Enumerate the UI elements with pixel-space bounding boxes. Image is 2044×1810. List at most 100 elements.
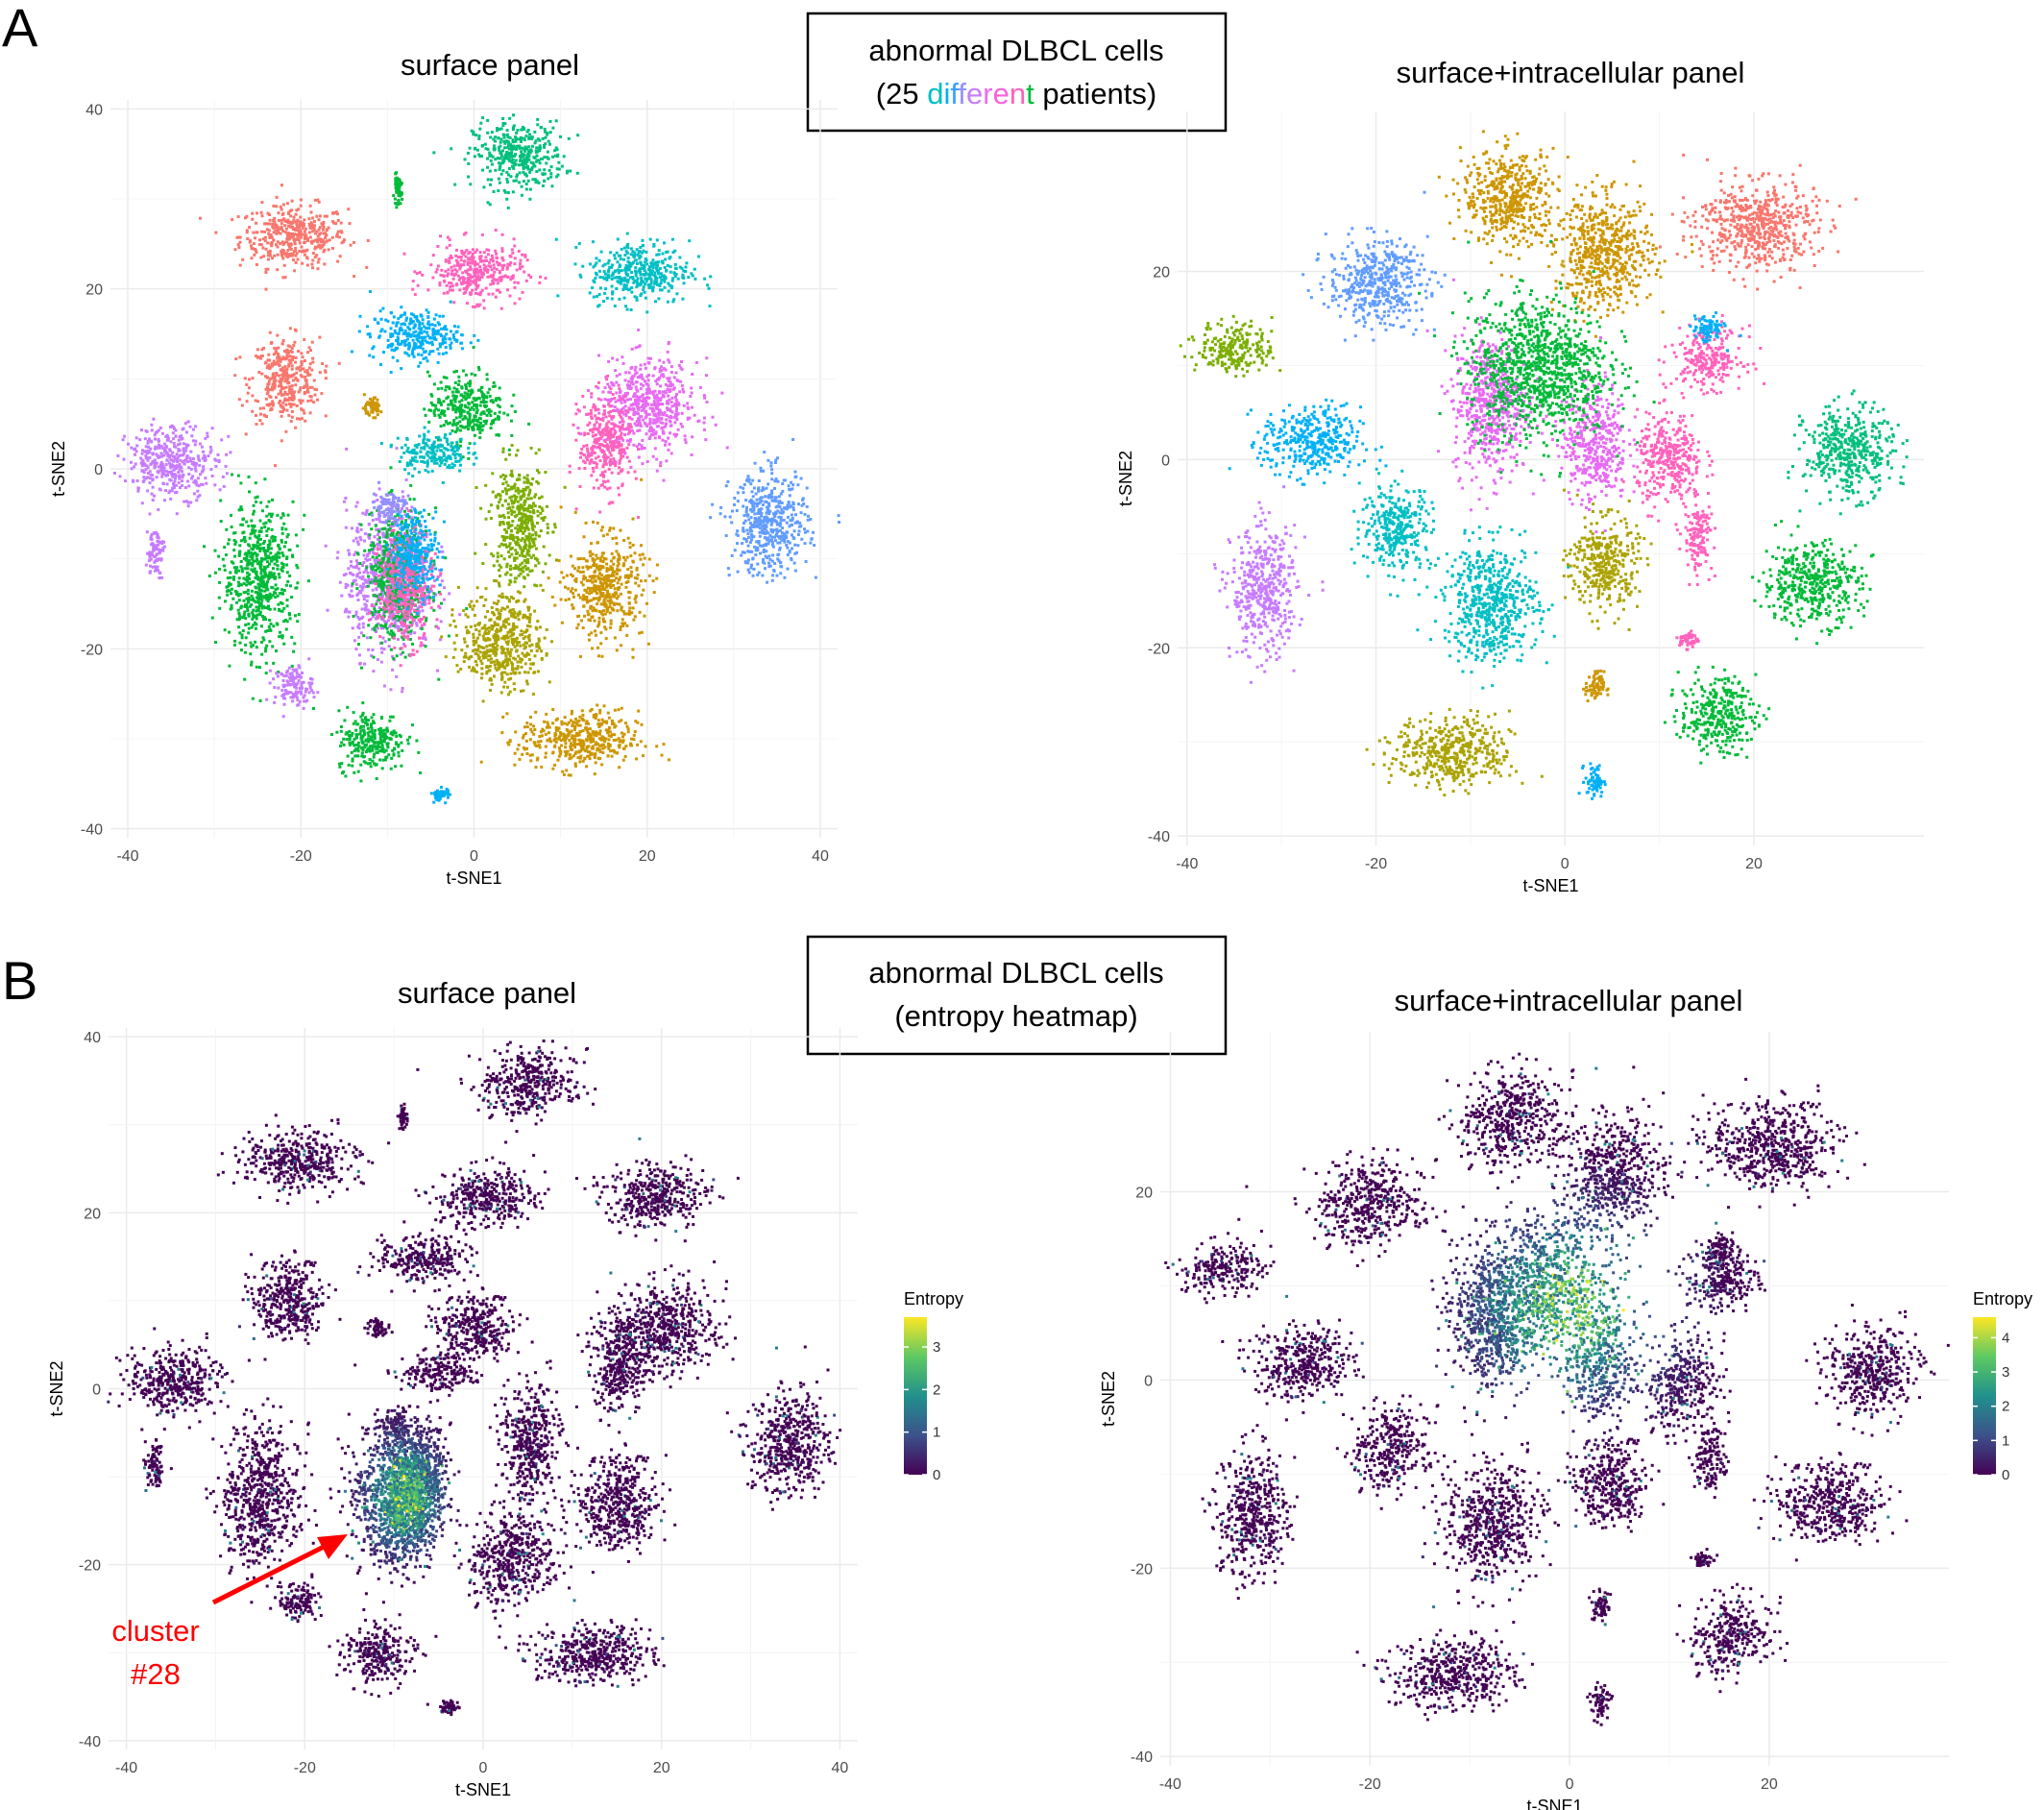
data-point (602, 475, 605, 478)
data-point (315, 230, 319, 233)
data-point (667, 289, 670, 293)
data-point (267, 229, 271, 232)
data-point (649, 281, 653, 285)
data-point (309, 221, 313, 225)
data-point (634, 274, 638, 278)
data-point (266, 565, 270, 569)
data-point (272, 238, 276, 242)
data-point (182, 500, 186, 503)
data-point (461, 281, 465, 285)
data-point (450, 281, 453, 285)
data-point (786, 515, 790, 519)
data-point (637, 455, 641, 459)
data-point (592, 461, 596, 465)
data-point (540, 126, 544, 130)
data-point (645, 387, 649, 391)
data-point (522, 180, 525, 183)
data-point (643, 362, 646, 366)
data-point (197, 457, 201, 461)
data-point (237, 569, 241, 573)
data-point (662, 375, 666, 379)
data-point (603, 485, 607, 489)
data-point (607, 258, 611, 262)
data-point (269, 341, 273, 345)
data-point (526, 129, 530, 132)
data-point (278, 607, 280, 611)
data-point (520, 159, 523, 162)
data-point (251, 377, 255, 380)
data-point (749, 508, 753, 511)
data-point (569, 169, 572, 173)
data-point (294, 614, 297, 618)
data-point (244, 617, 248, 621)
data-point (436, 387, 440, 391)
data-point (158, 446, 161, 450)
data-point (450, 284, 454, 288)
data-point (265, 644, 269, 648)
data-point (637, 328, 641, 331)
data-point (460, 408, 464, 412)
data-point (673, 434, 677, 438)
data-point (286, 234, 290, 238)
data-point (153, 531, 157, 535)
colored-letter: f (950, 77, 959, 110)
data-point (498, 168, 501, 171)
data-point (503, 190, 507, 194)
data-point (680, 266, 684, 270)
data-point (626, 432, 630, 436)
box-a-colored-word: different (927, 77, 1034, 110)
data-point (663, 390, 667, 394)
data-point (297, 350, 301, 354)
data-point (251, 557, 255, 561)
data-point (492, 384, 496, 388)
data-point (233, 570, 237, 574)
data-point (313, 220, 316, 224)
data-point (432, 382, 436, 386)
data-point (151, 459, 155, 463)
data-point (505, 133, 509, 136)
data-point (691, 373, 694, 376)
data-point (165, 458, 169, 462)
data-point (225, 585, 229, 589)
data-point (318, 371, 322, 375)
data-point (268, 358, 272, 362)
data-point (472, 428, 475, 431)
data-point (198, 458, 202, 462)
data-point (630, 404, 634, 407)
data-point (776, 557, 780, 561)
data-point (292, 355, 295, 359)
data-point (691, 435, 694, 439)
data-point (595, 462, 598, 466)
data-point (469, 421, 472, 425)
data-point (445, 376, 449, 379)
data-point (523, 158, 526, 161)
data-point (538, 168, 542, 172)
data-point (177, 480, 181, 484)
data-point (224, 553, 228, 557)
data-point (442, 291, 446, 295)
data-point (629, 377, 633, 380)
data-point (479, 290, 483, 294)
data-point (252, 503, 256, 507)
data-point (240, 604, 244, 608)
data-point (525, 130, 529, 134)
data-point (453, 445, 457, 449)
data-point (436, 329, 440, 332)
data-point (331, 247, 334, 250)
data-point (138, 438, 142, 442)
data-point (259, 569, 263, 573)
data-point (472, 133, 475, 136)
data-point (252, 512, 256, 516)
data-point (458, 400, 462, 404)
data-point (455, 452, 459, 456)
data-point (547, 139, 550, 143)
data-point (285, 599, 289, 602)
data-point (486, 391, 490, 395)
data-point (234, 593, 238, 596)
data-point (466, 281, 469, 285)
data-point (626, 257, 630, 260)
data-point (411, 349, 415, 353)
data-point (143, 437, 147, 441)
data-point (140, 428, 143, 432)
data-point (496, 404, 499, 407)
